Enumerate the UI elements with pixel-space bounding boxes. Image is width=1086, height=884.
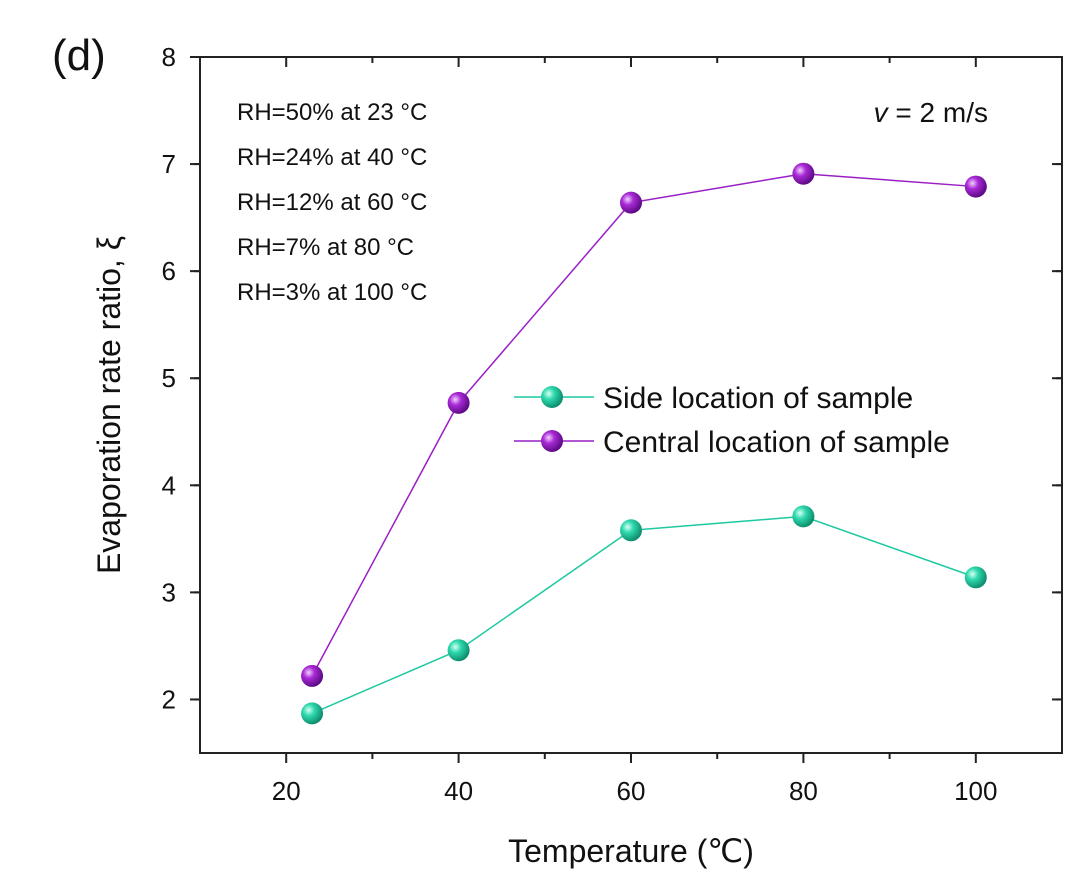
x-tick-label: 40 [444,776,473,806]
condition-line: RH=24% at 40 °C [237,144,427,171]
y-tick-label: 4 [162,470,176,500]
data-point-side [301,702,324,725]
x-axis-ticks: 20 40 60 80 100 [272,57,997,806]
x-axis-title: Temperature (℃) [508,833,754,869]
x-tick-label: 20 [272,776,301,806]
data-point-side [620,519,642,542]
y-tick-label: 2 [162,684,176,714]
data-point-side [792,505,815,528]
condition-line: RH=7% at 80 °C [237,234,414,261]
y-tick-label: 7 [162,149,176,179]
y-tick-label: 3 [162,577,176,607]
velocity-value: = 2 m/s [888,97,988,128]
x-tick-label: 80 [789,776,818,806]
panel-label: (d) [52,31,106,80]
data-point-central [792,162,815,185]
data-point-central [620,191,642,214]
velocity-label: v = 2 m/s [874,97,988,128]
condition-line: RH=3% at 100 °C [237,279,427,306]
x-tick-label: 100 [954,776,997,806]
legend-marker-central [541,430,563,452]
series-line-side [311,515,977,715]
legend-marker-side [541,386,563,408]
data-point-side [964,566,987,589]
x-tick-label: 60 [617,776,646,806]
data-point-central [964,175,987,198]
velocity-symbol: v [874,97,890,128]
data-point-side [447,639,470,662]
data-series [301,162,987,725]
legend-label-side: Side location of sample [603,382,913,415]
y-axis-title: Evaporation rate ratio, ξ [91,236,127,574]
y-axis-ticks: 2 3 4 5 6 7 8 [162,42,1062,714]
data-point-central [447,391,470,414]
condition-line: RH=12% at 60 °C [237,189,427,216]
conditions-annotation: RH=50% at 23 °C RH=24% at 40 °C RH=12% a… [237,99,427,306]
y-tick-label: 8 [162,42,176,72]
condition-line: RH=50% at 23 °C [237,99,427,126]
data-point-central [301,664,324,687]
legend-label-central: Central location of sample [603,426,950,459]
legend: Side location of sample Central location… [514,382,950,459]
y-tick-label: 5 [162,363,176,393]
y-tick-label: 6 [162,256,176,286]
